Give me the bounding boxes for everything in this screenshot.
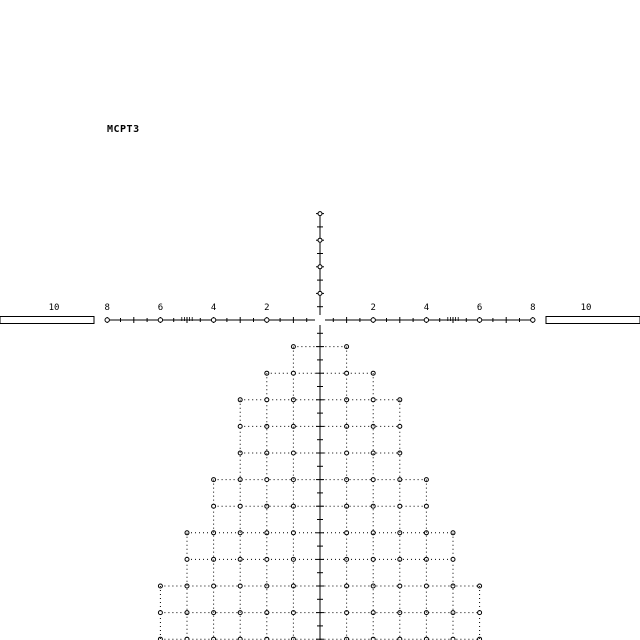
- thick-bars: [0, 316, 640, 324]
- grid-circle: [237, 636, 243, 640]
- right-thick-bar: [545, 316, 640, 324]
- grid-circle: [397, 477, 403, 483]
- grid-circle: [370, 397, 376, 403]
- grid-circle: [237, 503, 243, 509]
- label-left-6: 6: [158, 303, 163, 313]
- grid-circle: [290, 503, 296, 509]
- grid-circle: [370, 530, 376, 536]
- grid-circle: [237, 450, 243, 456]
- grid-circle: [264, 530, 270, 536]
- grid-circle: [450, 583, 456, 589]
- label-right-2: 2: [370, 303, 375, 313]
- grid-circle: [211, 636, 217, 640]
- horizontal-circle: [423, 317, 430, 323]
- grid-circle: [370, 423, 376, 429]
- grid-circle: [264, 397, 270, 403]
- label-left-10: 10: [49, 303, 60, 313]
- grid-circle: [370, 450, 376, 456]
- vertical-circle: [317, 237, 323, 243]
- horizontal-stadia: [104, 317, 536, 323]
- grid-circle: [344, 583, 350, 589]
- label-right-10: 10: [581, 303, 592, 313]
- label-left-4: 4: [211, 303, 216, 313]
- horizontal-labels: 10 10 8 8 6 6 4 4 2 2: [49, 303, 592, 313]
- label-right-4: 4: [424, 303, 429, 313]
- grid-circle: [370, 610, 376, 616]
- grid-circle: [423, 556, 429, 562]
- grid-circle: [264, 450, 270, 456]
- grid-circle: [184, 583, 190, 589]
- grid-circle: [423, 636, 429, 640]
- grid-circle: [211, 556, 217, 562]
- horizontal-circle: [476, 317, 483, 323]
- grid-circle: [237, 477, 243, 483]
- label-right-8: 8: [530, 303, 535, 313]
- reticle-name: MCPT3: [107, 124, 140, 135]
- horizontal-circle: [530, 317, 536, 323]
- holdover-grid: [157, 344, 483, 640]
- grid-circle: [237, 556, 243, 562]
- grid-circle: [264, 423, 270, 429]
- grid-circle: [397, 450, 403, 456]
- grid-circle: [344, 423, 350, 429]
- vertical-circle: [317, 264, 323, 270]
- grid-circle: [397, 503, 403, 509]
- grid-circle: [397, 556, 403, 562]
- grid-circle: [423, 530, 429, 536]
- grid-circle: [344, 397, 350, 403]
- label-left-2: 2: [264, 303, 269, 313]
- horizontal-circle: [264, 317, 270, 323]
- label-right-6: 6: [477, 303, 482, 313]
- horizontal-circle: [210, 317, 217, 323]
- vertical-stadia: [316, 211, 324, 640]
- vertical-circle: [317, 290, 323, 296]
- horizontal-circle: [157, 317, 164, 323]
- horizontal-circle: [370, 317, 376, 323]
- grid-circle: [211, 530, 217, 536]
- label-left-8: 8: [104, 303, 109, 313]
- grid-circle: [290, 397, 296, 403]
- grid-circle: [184, 610, 190, 616]
- grid-circle: [450, 610, 456, 616]
- grid-circle: [397, 636, 403, 640]
- vertical-circle: [317, 211, 323, 217]
- grid-circle: [290, 583, 296, 589]
- horizontal-circle: [104, 317, 110, 323]
- grid-circle: [290, 423, 296, 429]
- grid-circle: [264, 610, 270, 616]
- grid-circle: [344, 503, 350, 509]
- left-thick-bar: [0, 316, 95, 324]
